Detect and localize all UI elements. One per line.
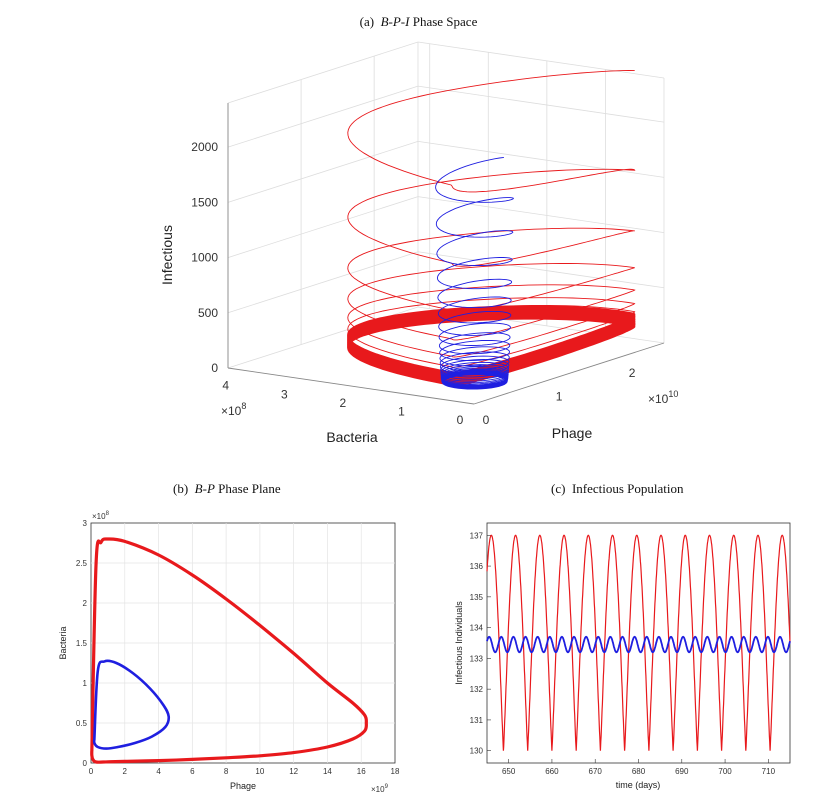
b-xtick-label: 0 [89,767,94,776]
c-ylabel: Infectious Individuals [454,601,464,685]
b-red-cycle [90,537,368,764]
b-xtick-label: 4 [156,767,161,776]
caption-b: (b) B-P Phase Plane [173,481,281,496]
a-box-edge [227,41,419,104]
c-grid [487,535,769,763]
a-ztick-label: 2000 [191,140,218,154]
a-blue-trajectory [435,156,514,390]
a-ytick-label: 2 [340,396,347,410]
c-ytick-label: 131 [470,716,484,725]
c-ytick-label: 136 [470,562,484,571]
c-xlabel: time (days) [616,780,661,790]
b-ytick-label: 2 [83,599,88,608]
c-xtick-label: 670 [589,767,603,776]
c-xtick-label: 700 [718,767,732,776]
a-grid-line [227,196,419,258]
b-series [90,537,368,764]
b-x-exponent: ×109 [371,784,389,794]
a-grid-line [417,140,665,178]
b-ytick-label: 0.5 [76,719,88,728]
c-xtick-label: 680 [632,767,646,776]
a-y-exponent: ×108 [221,401,246,418]
a-box-edge [417,41,665,79]
c-ytick-label: 137 [470,531,484,540]
a-x-exponent: ×1010 [648,389,678,406]
c-ytick-label: 130 [470,747,484,756]
c-red-series [486,534,791,751]
a-ytick-label: 0 [457,413,464,427]
b-ytick-label: 1.5 [76,639,88,648]
c-ytick-label: 132 [470,685,484,694]
a-grid-line [227,251,419,314]
b-ylabel: Bacteria [58,626,68,659]
c-ytick-label: 134 [470,624,484,633]
c-tick-labels: 650 660 670 680 690 700 710 130 131 132 133 134 135 1… [470,531,776,776]
a-ytick-label: 1 [398,404,405,418]
a-series-red [347,69,636,387]
c-xtick-label: 690 [675,767,689,776]
b-xtick-label: 2 [123,767,128,776]
c-blue-series [486,635,791,654]
chart-b: 0 2 4 6 8 10 12 14 16 18 0 0.5 1 1.5 2 2.5 3 Phage Bacte… [58,511,400,794]
c-series [486,534,791,751]
c-ytick-label: 133 [470,654,484,663]
c-xtick-label: 660 [545,767,559,776]
a-grid-line [227,85,419,148]
a-xtick-label: 2 [629,366,636,380]
b-xtick-label: 10 [255,767,264,776]
b-tick-labels: 0 2 4 6 8 10 12 14 16 18 0 0.5 1 1.5 2 2.5 3 [76,519,400,776]
b-xlabel: Phage [230,781,256,791]
c-ytick-label: 135 [470,593,484,602]
a-ylabel: Bacteria [326,429,378,445]
a-y-axis [227,367,475,405]
a-ztick-label: 1000 [191,251,218,265]
a-xtick-label: 0 [483,413,490,427]
b-xtick-label: 18 [391,767,400,776]
b-xtick-label: 6 [190,767,195,776]
a-xlabel: Phage [552,425,593,441]
b-ytick-label: 1 [83,679,88,688]
c-xtick-label: 710 [762,767,776,776]
a-axes [227,103,665,405]
a-zlabel: Infectious [159,225,175,285]
a-ytick-label: 4 [222,379,229,393]
caption-c: (c) Infectious Population [551,481,684,496]
b-ytick-label: 0 [83,759,88,768]
a-grid-line [227,140,419,203]
a-ytick-label: 3 [281,387,288,401]
b-blue-cycle [92,659,171,750]
b-xtick-label: 8 [224,767,229,776]
c-xtick-label: 650 [502,767,516,776]
a-ztick-label: 1500 [191,195,218,209]
b-ytick-label: 2.5 [76,559,88,568]
a-ztick-label: 0 [211,361,218,375]
a-grid-line [417,251,665,289]
b-xtick-label: 16 [357,767,366,776]
b-y-exponent: ×108 [92,511,110,521]
b-ytick-label: 3 [83,519,88,528]
a-xtick-label: 1 [556,390,563,404]
a-x-axis [473,342,665,405]
b-grid [91,523,395,763]
a-ztick-label: 500 [198,306,218,320]
c-plot-area [486,522,791,764]
b-xtick-label: 12 [289,767,298,776]
caption-a: (a) B-P-I Phase Space [359,14,478,29]
chart-c: 650 660 670 680 690 700 710 130 131 132 133 134 135 1… [454,522,791,790]
a-grid-line [417,196,665,233]
a-grid-line [417,85,665,123]
a-series-blue [435,156,514,390]
b-xtick-label: 14 [323,767,332,776]
